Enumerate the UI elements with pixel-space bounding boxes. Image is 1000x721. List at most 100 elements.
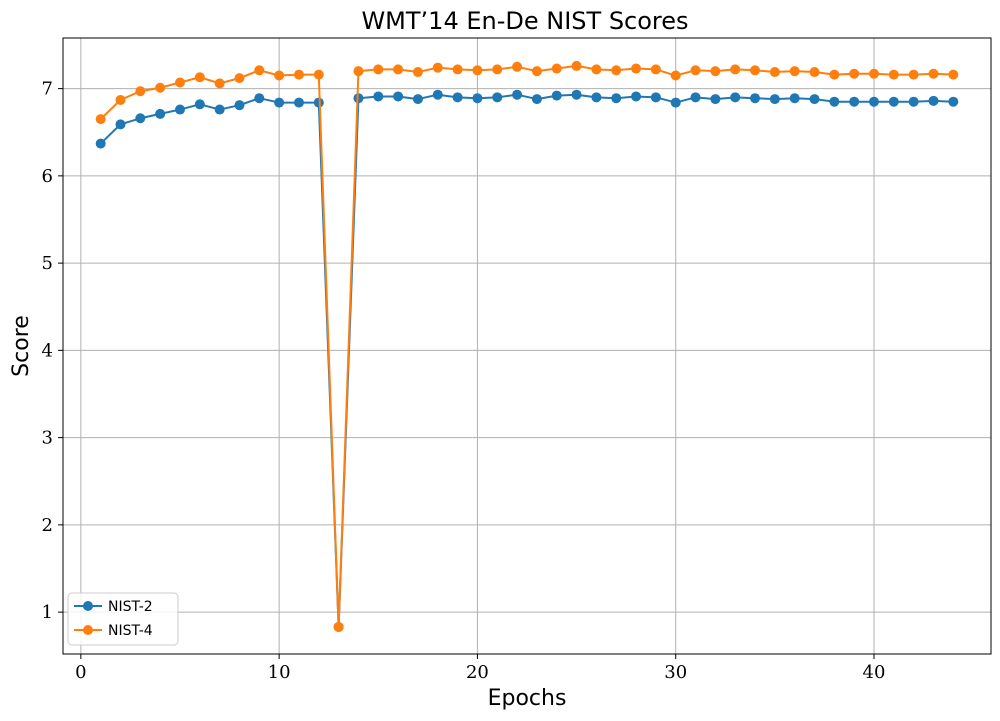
data-point-nist-4: [333, 621, 344, 632]
legend-swatch-marker: [83, 625, 93, 635]
data-point-nist-4: [393, 64, 404, 75]
data-point-nist-4: [789, 66, 800, 77]
data-point-nist-4: [710, 66, 721, 77]
legend-label: NIST-4: [108, 623, 153, 639]
y-tick-label: 5: [42, 253, 53, 274]
legend-label: NIST-2: [108, 599, 153, 615]
data-point-nist-4: [254, 65, 265, 76]
data-point-nist-4: [174, 77, 185, 88]
chart-title: WMT’14 En-De NIST Scores: [361, 7, 688, 35]
x-tick-label: 40: [863, 662, 886, 683]
data-point-nist-4: [809, 67, 820, 78]
data-point-nist-2: [789, 93, 800, 104]
data-point-nist-4: [313, 69, 324, 80]
legend: NIST-2 NIST-4: [67, 592, 179, 646]
data-point-nist-2: [393, 91, 404, 102]
data-point-nist-2: [274, 97, 285, 108]
data-point-nist-2: [769, 94, 780, 105]
data-point-nist-2: [710, 94, 721, 105]
data-point-nist-4: [452, 64, 463, 75]
data-point-nist-4: [730, 64, 741, 75]
data-point-nist-4: [194, 72, 205, 83]
data-point-nist-4: [472, 65, 483, 76]
series-layer: [95, 60, 959, 632]
data-point-nist-2: [373, 91, 384, 102]
data-point-nist-2: [869, 96, 880, 107]
data-point-nist-2: [591, 92, 602, 103]
data-point-nist-2: [690, 92, 701, 103]
data-point-nist-4: [135, 86, 146, 97]
data-point-nist-4: [293, 69, 304, 80]
x-tick-label: 10: [268, 662, 291, 683]
data-point-nist-4: [571, 60, 582, 71]
data-point-nist-2: [948, 96, 959, 107]
data-point-nist-2: [313, 97, 324, 108]
data-point-nist-4: [95, 114, 106, 125]
data-point-nist-2: [809, 94, 820, 105]
series-line-nist-2: [99, 93, 954, 628]
y-tick-label: 1: [42, 602, 53, 623]
data-point-nist-4: [373, 64, 384, 75]
y-tick-label: 2: [42, 515, 53, 536]
data-point-nist-4: [512, 61, 523, 72]
y-tick-label: 6: [42, 166, 53, 187]
data-point-nist-2: [531, 94, 542, 105]
x-axis-label: Epochs: [488, 686, 567, 711]
data-point-nist-4: [670, 70, 681, 81]
data-point-nist-4: [631, 63, 642, 74]
data-point-nist-4: [492, 64, 503, 75]
x-tick-label: 30: [664, 662, 687, 683]
data-point-nist-4: [214, 78, 225, 89]
data-point-nist-4: [591, 64, 602, 75]
series-nist-2: [95, 89, 959, 632]
data-point-nist-2: [551, 90, 562, 101]
data-point-nist-2: [730, 92, 741, 103]
legend-item-nist-4: NIST-4: [74, 623, 153, 639]
data-point-nist-4: [611, 65, 622, 76]
data-point-nist-4: [849, 68, 860, 79]
data-point-nist-2: [293, 97, 304, 108]
data-point-nist-2: [174, 104, 185, 115]
data-point-nist-4: [948, 69, 959, 80]
data-point-nist-2: [908, 96, 919, 107]
series-line-nist-4: [99, 64, 954, 628]
data-point-nist-4: [274, 70, 285, 81]
data-point-nist-2: [234, 100, 245, 111]
data-point-nist-4: [353, 66, 364, 77]
data-point-nist-4: [155, 82, 166, 93]
data-point-nist-2: [611, 93, 622, 104]
data-point-nist-2: [432, 89, 443, 100]
data-point-nist-2: [95, 138, 106, 149]
data-point-nist-4: [690, 65, 701, 76]
data-point-nist-4: [531, 66, 542, 77]
data-point-nist-2: [214, 104, 225, 115]
data-point-nist-2: [829, 96, 840, 107]
data-point-nist-4: [769, 67, 780, 78]
data-point-nist-2: [194, 99, 205, 110]
y-tick-label: 4: [42, 340, 53, 361]
data-point-nist-2: [650, 92, 661, 103]
y-tick-label: 3: [42, 428, 53, 449]
data-point-nist-4: [432, 62, 443, 73]
data-point-nist-2: [849, 96, 860, 107]
x-tick-label: 20: [466, 662, 489, 683]
data-point-nist-2: [750, 93, 761, 104]
legend-item-nist-2: NIST-2: [74, 599, 153, 615]
data-point-nist-2: [492, 92, 503, 103]
data-point-nist-4: [412, 67, 423, 78]
plot-frame: [62, 37, 992, 655]
data-point-nist-2: [571, 89, 582, 100]
data-point-nist-2: [155, 108, 166, 119]
data-point-nist-2: [670, 97, 681, 108]
data-point-nist-4: [888, 69, 899, 80]
data-point-nist-4: [234, 73, 245, 84]
data-point-nist-4: [908, 69, 919, 80]
data-point-nist-4: [551, 63, 562, 74]
data-point-nist-2: [115, 119, 126, 130]
series-nist-4: [95, 60, 959, 632]
data-point-nist-4: [869, 68, 880, 79]
y-tick-label: 7: [42, 79, 53, 100]
data-point-nist-2: [888, 96, 899, 107]
x-tick-label: 0: [75, 662, 86, 683]
